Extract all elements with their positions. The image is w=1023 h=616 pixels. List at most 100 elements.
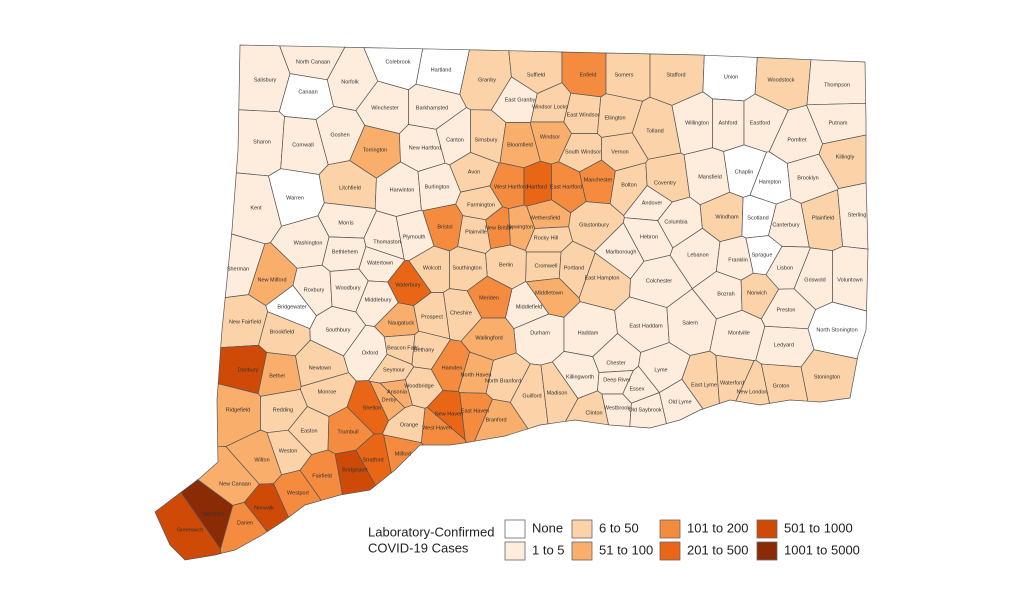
town-label: Bridgeport [342, 467, 368, 473]
legend-label: 1 to 5 [532, 542, 565, 557]
town-label: Ledyard [774, 342, 794, 348]
town-label: Middlefield [516, 304, 542, 310]
town-label: New Britain [485, 225, 513, 231]
town-label: Waterbury [395, 282, 420, 288]
legend-title: Laboratory-Confirmed [368, 524, 494, 539]
town-label: Burlington [425, 184, 450, 190]
town-label: Westport [287, 490, 309, 496]
town-label: Colchester [646, 278, 672, 284]
town-label: Stratford [362, 457, 383, 463]
town-label: Bethlehem [332, 249, 359, 255]
town-label: North Haven [461, 372, 492, 378]
town-label: Plainfield [812, 215, 834, 221]
towns-layer [154, 44, 869, 561]
town-label: Voluntown [837, 277, 862, 283]
town-label: Seymour [383, 367, 405, 373]
town-label: Somers [615, 72, 634, 78]
town-label: Stamford [202, 511, 224, 517]
town-label: Prospect [421, 314, 443, 320]
town-label: South Windsor [565, 149, 601, 155]
town-label: Canton [446, 137, 464, 143]
legend-swatch [756, 519, 778, 539]
town-label: East Granby [505, 97, 536, 103]
town-label: Naugatuck [388, 320, 415, 326]
town-label: Enfield [580, 72, 597, 78]
town-label: Brooklyn [797, 175, 818, 181]
town-area [485, 206, 511, 250]
town-label: East Windsor [567, 112, 600, 118]
town-label: Cromwell [535, 263, 558, 269]
town-label: Watertown [367, 260, 393, 266]
town-label: North Branford [485, 378, 521, 384]
town-label: Avon [468, 169, 480, 175]
town-label: Litchfield [339, 185, 361, 191]
town-label: Salisbury [254, 77, 277, 83]
town-label: Waterford [720, 380, 744, 386]
town-label: Durham [530, 330, 550, 336]
town-label: Danbury [238, 367, 259, 373]
town-label: Simsbury [475, 137, 498, 143]
town-label: Goshen [330, 132, 349, 138]
town-label: Southington [452, 265, 481, 271]
town-label: Groton [773, 383, 790, 389]
town-label: Hartland [431, 67, 452, 73]
town-label: Bolton [621, 182, 637, 188]
town-label: East Hartford [550, 184, 582, 190]
legend-swatch [756, 541, 778, 561]
town-label: Wethersfield [530, 215, 560, 221]
town-label: Preston [777, 307, 796, 313]
town-label: Rocky Hill [534, 235, 558, 241]
town-label: Bethany [414, 347, 434, 353]
town-label: Tolland [646, 128, 663, 134]
town-label: Winchester [371, 105, 399, 111]
town-label: Union [724, 74, 738, 80]
town-label: Andover [642, 200, 663, 206]
town-label: Clinton [585, 410, 602, 416]
town-label: Brookfield [270, 329, 294, 335]
town-label: Chaplin [735, 169, 754, 175]
town-label: Barkhamsted [416, 105, 448, 111]
town-label: Berlin [499, 262, 513, 268]
town-label: Killingworth [566, 374, 594, 380]
town-label: Southbury [325, 327, 350, 333]
town-label: Bristol [437, 224, 452, 230]
legend-swatch [659, 519, 681, 539]
town-label: Derby [382, 397, 397, 403]
town-label: North Stonington [816, 327, 857, 333]
town-label: Norfolk [341, 79, 359, 85]
town-label: Thomaston [373, 239, 401, 245]
town-label: Deep River [603, 377, 631, 383]
legend-label: 51 to 100 [599, 542, 653, 557]
town-label: Cornwall [292, 142, 313, 148]
town-label: Newington [507, 224, 533, 230]
town-label: New London [737, 389, 768, 395]
town-label: Norwalk [254, 505, 274, 511]
town-label: Mansfield [698, 174, 722, 180]
town-label: Washington [294, 240, 323, 246]
town-label: Windsor [540, 134, 560, 140]
town-label: Easton [300, 428, 317, 434]
legend-swatch [504, 519, 526, 539]
town-label: Greenwich [177, 527, 203, 533]
town-label: East Lyme [691, 382, 717, 388]
town-label: Plainville [465, 229, 487, 235]
town-label: Warren [286, 195, 304, 201]
town-label: Middletown [535, 290, 563, 296]
town-label: Cheshire [450, 310, 472, 316]
town-label: Harwinton [390, 187, 415, 193]
town-label: Monroe [318, 389, 337, 395]
town-label: Montville [728, 330, 750, 336]
town-label: Plymouth [403, 234, 426, 240]
town-label: Darien [237, 520, 253, 526]
town-label: Morris [338, 220, 354, 226]
town-label: Newtown [309, 365, 332, 371]
town-label: Lebanon [687, 252, 708, 258]
town-label: Scotland [747, 215, 768, 221]
town-label: Columbia [664, 219, 688, 225]
town-area [837, 182, 869, 250]
town-label: Lisbon [777, 265, 793, 271]
town-label: New Milford [257, 277, 286, 283]
town-label: Weston [279, 448, 298, 454]
town-label: Chester [606, 360, 625, 366]
